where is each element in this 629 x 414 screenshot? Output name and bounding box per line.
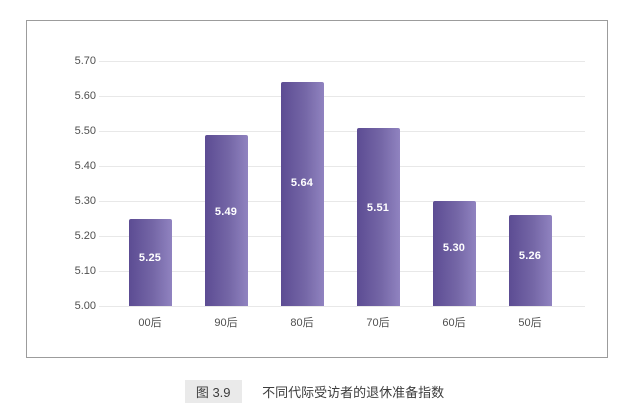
x-axis-tick-label: 80后 — [290, 317, 314, 329]
y-axis-tick-label: 5.70 — [74, 55, 96, 67]
gridline — [99, 166, 585, 167]
y-axis-tick-label: 5.40 — [74, 160, 96, 172]
y-axis-tick-label: 5.30 — [74, 195, 96, 207]
bar-value-label: 5.64 — [290, 176, 314, 189]
gridline — [99, 131, 585, 132]
x-axis-tick-label: 50后 — [518, 317, 542, 329]
y-axis-tick-label: 5.10 — [74, 265, 96, 277]
bar-value-label: 5.26 — [518, 249, 542, 262]
bar-value-label: 5.30 — [442, 242, 466, 255]
bar-value-label: 5.25 — [138, 251, 162, 264]
x-axis-tick-label: 70后 — [366, 317, 390, 329]
x-axis-tick-label: 90后 — [214, 317, 238, 329]
gridline — [99, 61, 585, 62]
bar-70后: 5.51 — [356, 127, 400, 306]
y-axis-tick-label: 5.00 — [74, 300, 96, 312]
figure-number-label: 图 3.9 — [184, 380, 242, 403]
y-axis-tick-label: 5.60 — [74, 90, 96, 102]
gridline — [99, 236, 585, 237]
x-axis-tick-label: 00后 — [138, 317, 162, 329]
x-axis-tick-label: 60后 — [442, 317, 466, 329]
bar-80后: 5.64 — [280, 82, 324, 306]
bar-50后: 5.26 — [508, 215, 552, 306]
bar-90后: 5.49 — [204, 134, 248, 306]
bar-00后: 5.25 — [128, 218, 172, 306]
bar-chart: 5.70 5.60 5.50 5.40 5.30 5.20 5.10 5.00 5.25 00后 5… — [26, 20, 608, 358]
y-axis-tick-label: 5.50 — [74, 125, 96, 137]
gridline — [99, 96, 585, 97]
gridline — [99, 306, 585, 307]
gridline — [99, 271, 585, 272]
gridline — [99, 201, 585, 202]
figure-title: 不同代际受访者的退休准备指数 — [262, 385, 445, 400]
bar-value-label: 5.49 — [214, 205, 238, 218]
bar-60后: 5.30 — [432, 201, 476, 306]
bar-value-label: 5.51 — [366, 201, 390, 214]
y-axis-tick-label: 5.20 — [74, 230, 96, 242]
figure-caption: 图 3.9 不同代际受访者的退休准备指数 — [0, 380, 629, 403]
